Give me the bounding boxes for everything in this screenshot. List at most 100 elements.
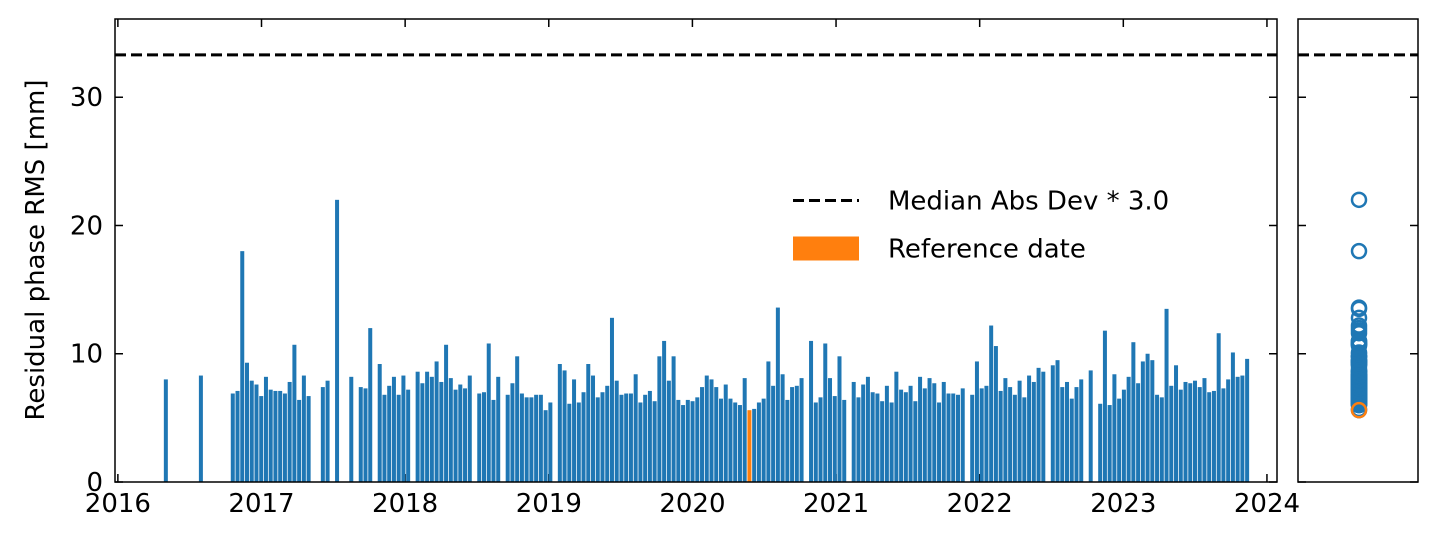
bar xyxy=(325,380,330,482)
bar xyxy=(728,398,733,482)
bar xyxy=(662,340,667,482)
side-point xyxy=(1350,317,1368,334)
bar xyxy=(406,389,411,482)
bar xyxy=(865,376,870,482)
bar xyxy=(875,393,880,482)
bar xyxy=(1036,367,1041,482)
bar xyxy=(368,328,373,482)
bar xyxy=(1192,380,1197,482)
bar xyxy=(439,381,444,482)
bar xyxy=(984,385,989,482)
bar xyxy=(861,384,866,482)
bar xyxy=(586,364,591,482)
bar xyxy=(463,388,468,482)
bar xyxy=(1031,381,1036,482)
bar xyxy=(320,387,325,482)
bar xyxy=(576,402,581,482)
bar xyxy=(278,390,283,482)
y-tick-label: 0 xyxy=(86,468,103,498)
bar xyxy=(595,397,600,482)
bar xyxy=(657,356,662,482)
x-tick-label: 2021 xyxy=(803,489,869,519)
bar xyxy=(927,378,932,482)
bar xyxy=(1221,388,1226,482)
side-point xyxy=(1350,324,1368,342)
bar xyxy=(273,390,278,482)
bar xyxy=(335,199,340,482)
legend-label: Reference date xyxy=(888,235,1086,265)
bar xyxy=(448,378,453,482)
bar xyxy=(685,399,690,482)
bar xyxy=(387,385,392,482)
bar xyxy=(681,405,686,482)
bar xyxy=(1235,376,1240,482)
bar xyxy=(922,388,927,482)
bar xyxy=(1050,365,1055,482)
bar xyxy=(249,380,254,482)
bar xyxy=(614,380,619,482)
bar xyxy=(1140,361,1145,482)
bar xyxy=(163,379,168,482)
bar xyxy=(240,251,245,482)
bar xyxy=(628,393,633,482)
bar xyxy=(486,343,491,482)
bar xyxy=(742,378,747,482)
bar xyxy=(955,394,960,482)
side-point xyxy=(1350,367,1368,384)
bar xyxy=(761,398,766,482)
bar xyxy=(884,385,889,482)
bar xyxy=(425,371,430,482)
bar xyxy=(899,389,904,482)
bar xyxy=(235,390,240,482)
bar xyxy=(998,390,1003,482)
side-point xyxy=(1350,350,1368,368)
legend-label: Median Abs Dev * 3.0 xyxy=(888,187,1169,217)
bar xyxy=(1240,375,1245,482)
bar xyxy=(747,410,752,482)
x-tick-label: 2022 xyxy=(947,489,1013,519)
bar xyxy=(799,378,804,482)
bar xyxy=(254,384,259,482)
bar xyxy=(1060,387,1065,482)
bar xyxy=(1027,375,1032,482)
bar xyxy=(828,378,833,482)
bar xyxy=(856,397,861,482)
bar xyxy=(581,392,586,482)
bar xyxy=(429,376,434,482)
bar xyxy=(974,361,979,482)
bar xyxy=(941,381,946,482)
bar xyxy=(1169,385,1174,482)
bar xyxy=(1102,330,1107,482)
bar xyxy=(647,390,652,482)
bar xyxy=(230,393,235,482)
bar xyxy=(1150,360,1155,482)
bar xyxy=(557,364,562,482)
x-tick-label: 2018 xyxy=(372,489,438,519)
bar xyxy=(918,376,923,482)
bar xyxy=(1183,381,1188,482)
bar xyxy=(870,392,875,482)
bar xyxy=(287,381,292,482)
bar xyxy=(605,385,610,482)
bar xyxy=(823,343,828,482)
bar xyxy=(643,394,648,482)
bar xyxy=(543,410,548,482)
bar xyxy=(567,403,572,482)
bar xyxy=(1112,374,1117,482)
bar xyxy=(1211,390,1216,482)
x-tick-label: 2017 xyxy=(228,489,294,519)
x-tick-label: 2016 xyxy=(85,489,151,519)
bar xyxy=(444,344,449,482)
bar xyxy=(268,389,273,482)
bar xyxy=(349,376,354,482)
bar xyxy=(491,399,496,482)
bar xyxy=(529,397,534,482)
y-axis-label: Residual phase RMS [mm] xyxy=(21,80,51,421)
bar xyxy=(515,356,520,482)
x-tick-label: 2020 xyxy=(659,489,725,519)
side-point xyxy=(1350,401,1368,419)
bar xyxy=(842,399,847,482)
bar xyxy=(548,402,553,482)
bar xyxy=(951,393,956,482)
